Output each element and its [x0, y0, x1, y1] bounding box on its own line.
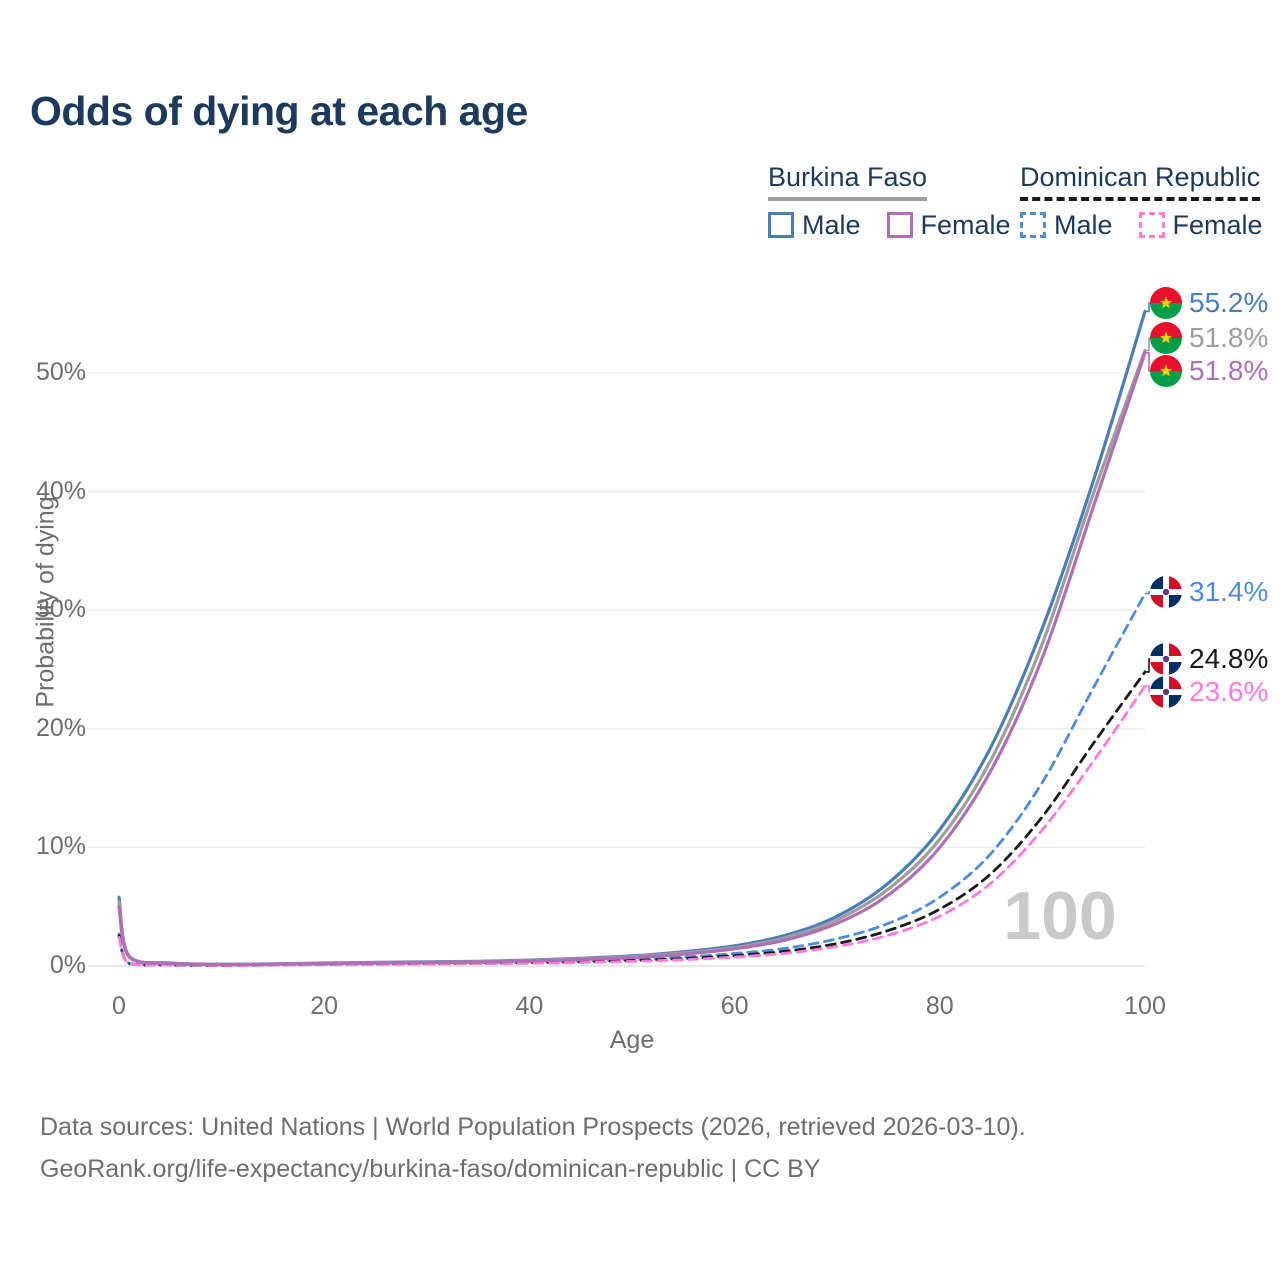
y-tick-label: 0%	[49, 951, 86, 979]
series-line-do-both[interactable]	[117, 670, 1147, 967]
burkina-faso-flag-icon	[1150, 355, 1182, 387]
legend-item-do-male[interactable]: Male	[1020, 210, 1113, 241]
y-tick-label: 40%	[35, 476, 86, 505]
x-tick-label: 100	[1124, 992, 1166, 1020]
end-label-do-both: 24.8%	[1150, 643, 1268, 675]
footer: Data sources: United Nations | World Pop…	[40, 1106, 1026, 1190]
legend-group-burkina-faso: Burkina Faso Male Female	[768, 162, 1011, 241]
x-tick-label: 60	[720, 992, 749, 1020]
bf-female-swatch-icon	[886, 212, 913, 239]
end-value-do-male: 31.4%	[1189, 576, 1269, 607]
end-value-bf-male: 55.2%	[1189, 287, 1269, 318]
series-line-bf-male[interactable]	[117, 309, 1147, 966]
dominican-republic-flag-icon	[1150, 676, 1182, 708]
y-tick-label: 50%	[35, 358, 86, 386]
x-axis-title: Age	[609, 1026, 655, 1054]
dominican-republic-flag-icon	[1150, 643, 1182, 675]
bf-male-swatch-icon	[768, 212, 794, 239]
page-title: Odds of dying at each age	[30, 88, 528, 134]
x-tick-label: 20	[310, 992, 339, 1020]
legend-item-do-female[interactable]: Female	[1138, 209, 1263, 241]
series-line-bf-female[interactable]	[117, 351, 1147, 967]
series-line-do-male[interactable]	[117, 592, 1147, 967]
age-watermark: 100	[1003, 878, 1117, 954]
legend-group-dominican-republic: Dominican Republic Male Female	[1020, 162, 1263, 241]
x-tick-label: 80	[925, 992, 954, 1020]
legend-label-do-male: Male	[1054, 209, 1113, 240]
legend-items-dominican-republic: Male Female	[1020, 210, 1263, 241]
legend-item-bf-female[interactable]: Female	[886, 209, 1011, 241]
end-label-do-male: 31.4%	[1150, 576, 1268, 608]
legend-items-burkina-faso: Male Female	[768, 210, 1011, 241]
series-line-bf-both[interactable]	[117, 348, 1147, 966]
do-male-swatch-icon	[1020, 212, 1046, 239]
end-value-do-both: 24.8%	[1189, 643, 1269, 674]
legend-item-bf-male[interactable]: Male	[768, 210, 861, 241]
end-value-bf-both: 51.8%	[1189, 322, 1269, 353]
x-tick-label: 40	[515, 992, 544, 1020]
end-label-bf-both: 51.8%	[1150, 322, 1268, 354]
y-tick-label: 30%	[35, 595, 86, 624]
end-label-bf-female: 51.8%	[1150, 355, 1268, 387]
legend-country-burkina-faso: Burkina Faso	[768, 162, 928, 201]
end-value-bf-female: 51.8%	[1189, 355, 1269, 386]
legend-country-dominican-republic: Dominican Republic	[1020, 162, 1261, 201]
attribution-line: GeoRank.org/life-expectancy/burkina-faso…	[40, 1155, 821, 1183]
y-tick-label: 20%	[35, 713, 86, 742]
legend-label-bf-male: Male	[802, 209, 861, 240]
burkina-faso-flag-icon	[1150, 322, 1182, 354]
dominican-republic-flag-icon	[1150, 576, 1182, 608]
x-tick-label: 0	[112, 992, 126, 1020]
y-tick-label: 10%	[35, 832, 86, 861]
legend-label-do-female: Female	[1172, 209, 1263, 240]
end-label-do-female: 23.6%	[1150, 676, 1268, 708]
legend-label-bf-female: Female	[920, 209, 1011, 240]
end-value-do-female: 23.6%	[1189, 676, 1269, 707]
burkina-faso-flag-icon	[1150, 287, 1182, 319]
series-line-do-female[interactable]	[117, 684, 1147, 967]
y-axis-title: Probability of dying	[31, 496, 60, 708]
end-label-bf-male: 55.2%	[1150, 287, 1268, 319]
do-female-swatch-icon	[1138, 212, 1165, 239]
data-source-line: Data sources: United Nations | World Pop…	[40, 1113, 1026, 1141]
